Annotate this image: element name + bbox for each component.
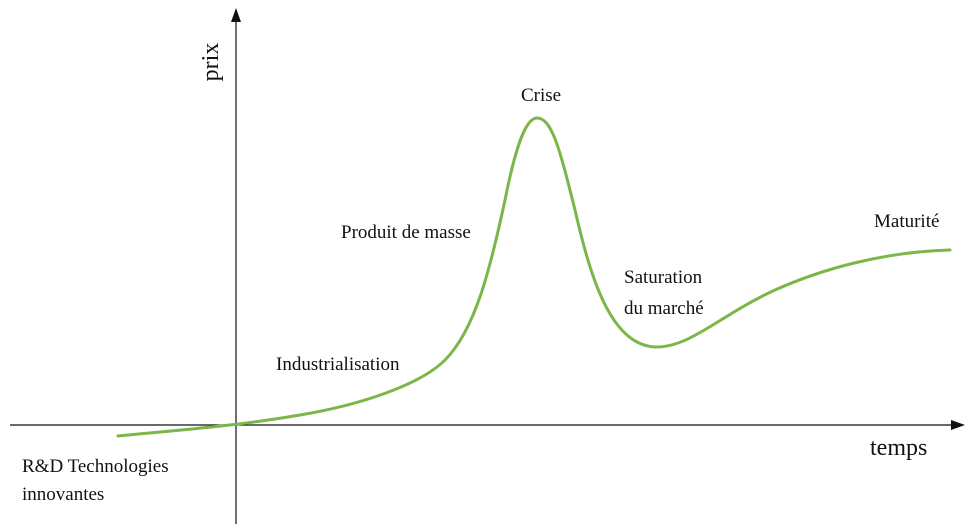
price-curve (116, 116, 952, 438)
x-axis-label: temps (870, 435, 927, 461)
x-axis-arrow (951, 420, 965, 430)
phase-label: du marché (624, 298, 704, 319)
phase-label: Saturation (624, 267, 703, 288)
phase-label: R&D Technologies (22, 456, 169, 477)
phase-label: Produit de masse (341, 222, 471, 243)
y-axis-arrow (231, 8, 241, 22)
y-axis-label: prix (198, 43, 224, 82)
phase-label: Industrialisation (276, 354, 400, 375)
phase-label: Crise (521, 85, 561, 106)
phase-label: innovantes (22, 484, 104, 505)
phase-label: Maturité (874, 211, 939, 232)
